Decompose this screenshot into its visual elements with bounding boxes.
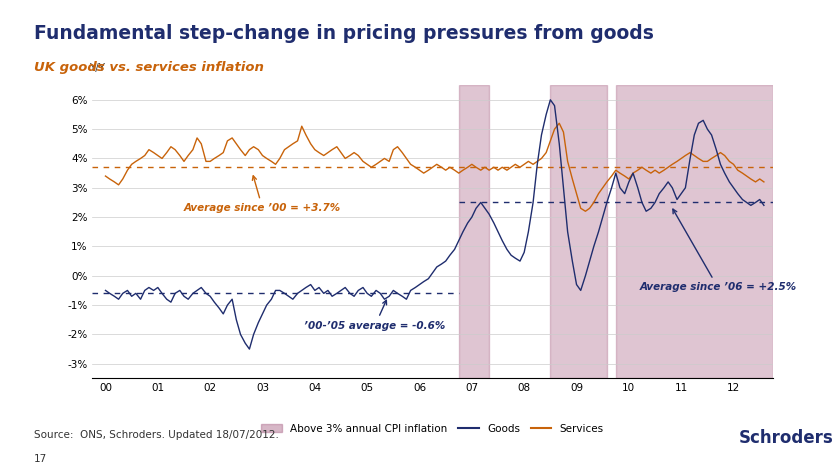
Text: Schroders: Schroders (739, 429, 834, 447)
Bar (459, 85, 489, 378)
Text: 17: 17 (34, 454, 47, 464)
Text: ’00-’05 average = -0.6%: ’00-’05 average = -0.6% (304, 300, 446, 331)
Text: Average since ’06 = +2.5%: Average since ’06 = +2.5% (639, 209, 796, 292)
Text: Fundamental step-change in pricing pressures from goods: Fundamental step-change in pricing press… (34, 24, 654, 43)
Bar (616, 85, 773, 378)
Text: UK goods vs. services inflation: UK goods vs. services inflation (34, 61, 264, 74)
Text: Source:  ONS, Schroders. Updated 18/07/2012.: Source: ONS, Schroders. Updated 18/07/20… (34, 430, 279, 440)
Bar (550, 85, 606, 378)
Text: Average since ’00 = +3.7%: Average since ’00 = +3.7% (184, 176, 341, 213)
Legend: Above 3% annual CPI inflation, Goods, Services: Above 3% annual CPI inflation, Goods, Se… (257, 420, 608, 438)
Text: Y/Y: Y/Y (89, 63, 105, 73)
